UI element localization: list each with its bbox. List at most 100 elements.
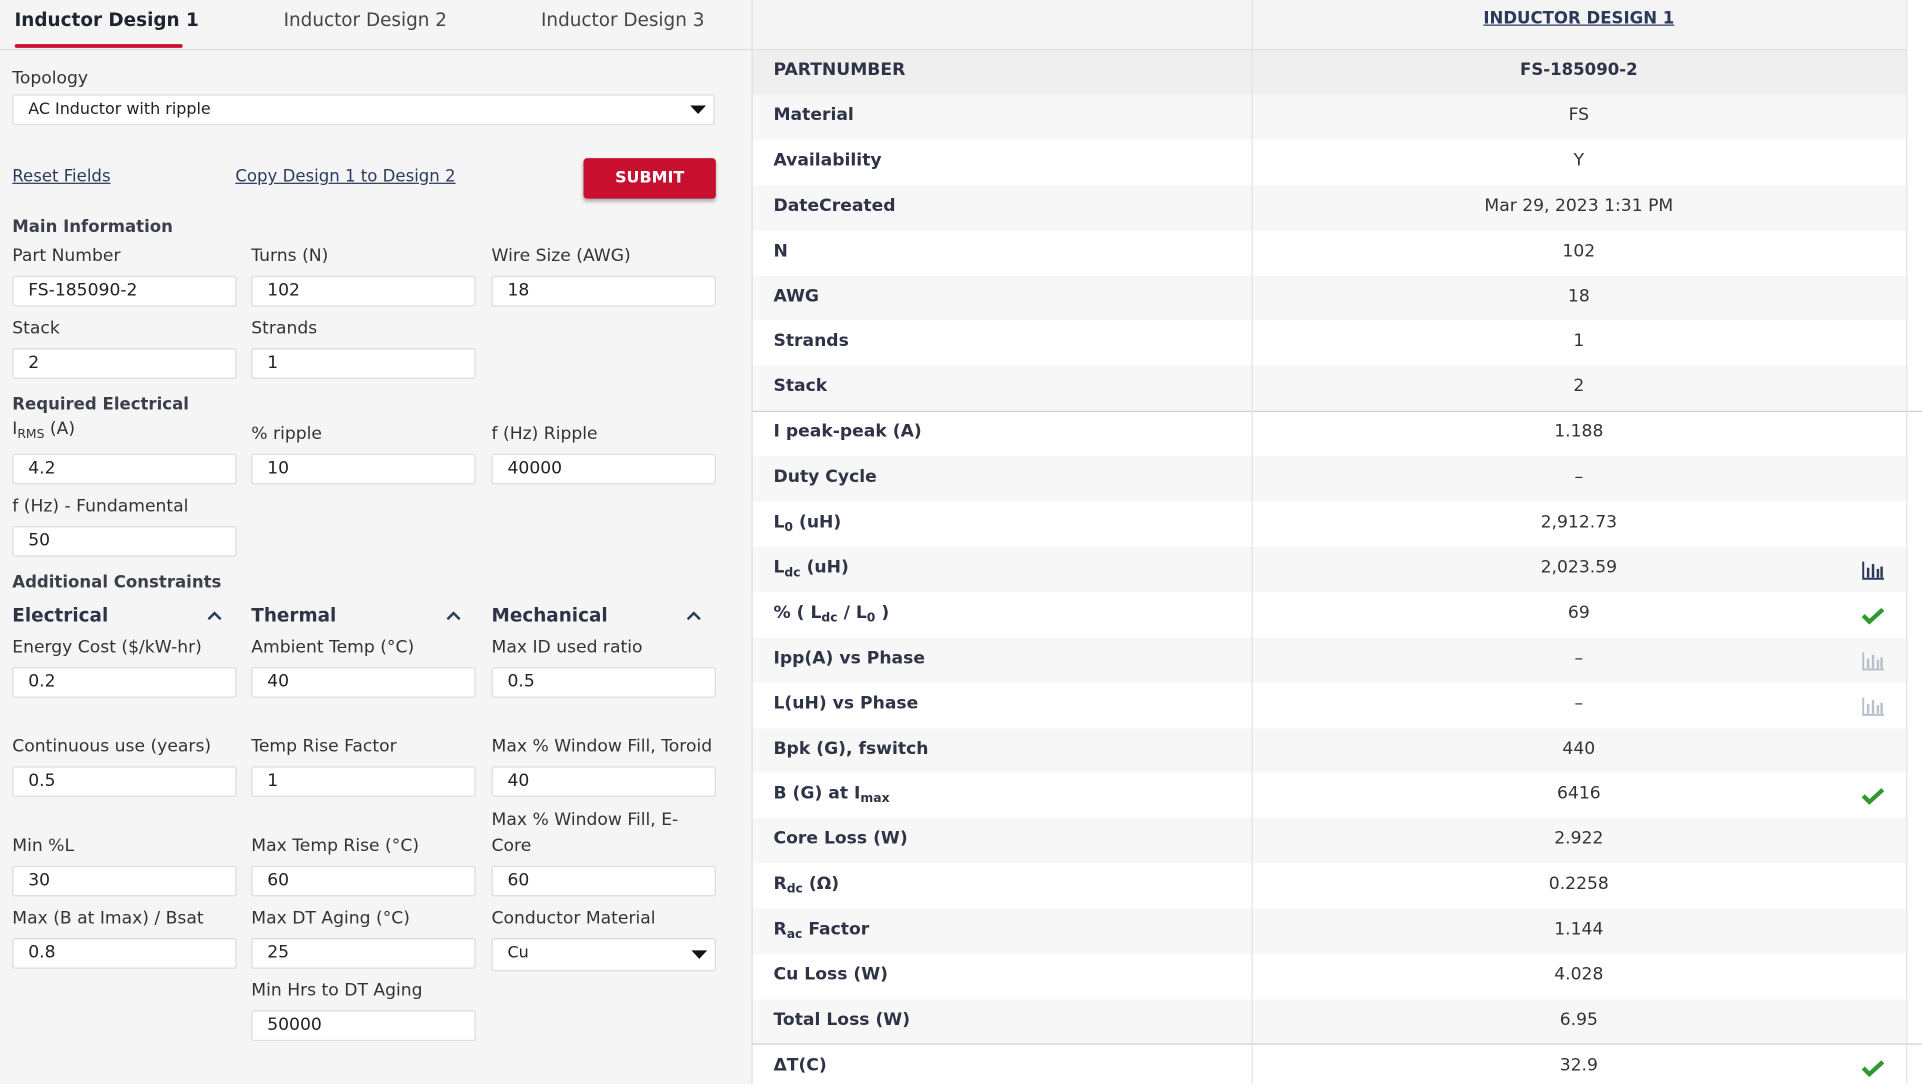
text-input[interactable]: 60 [251, 865, 476, 897]
row-label: Core Loss (W) [773, 829, 908, 849]
row-label: L0 (uH) [773, 513, 841, 535]
collapse-chevron[interactable] [206, 609, 223, 621]
column-divider [751, 0, 753, 1084]
label-part: Factor [802, 919, 870, 940]
field-label: Strands [251, 318, 318, 339]
row-value: 6416 [1556, 784, 1601, 804]
text-input[interactable]: FS-185090-2 [12, 275, 237, 307]
row-value: 2,912.73 [1540, 512, 1618, 533]
field: Max ID used ratio [492, 589, 716, 663]
field-label: Max % Window Fill, Toroid [491, 736, 713, 757]
text-input[interactable]: 102 [251, 275, 476, 307]
row-value: 2.922 [1554, 829, 1604, 849]
chart-icon[interactable] [1861, 560, 1886, 580]
table-row [751, 818, 1907, 864]
field: Temp Rise Factor [251, 688, 475, 762]
section-title: Required Electrical [12, 394, 189, 415]
subscript: RMS [17, 427, 45, 442]
row-value: – [1574, 467, 1584, 487]
row-value: 1 [1573, 331, 1585, 352]
row-value: 6.95 [1559, 1010, 1598, 1030]
table-row [751, 230, 1907, 276]
text-input[interactable]: 18 [491, 275, 716, 307]
text-input[interactable]: 40 [491, 766, 716, 798]
field: f (Hz) - Fundamental [12, 448, 236, 522]
table-row [751, 592, 1907, 638]
row-label: Duty Cycle [773, 467, 877, 487]
text-input[interactable]: 25 [251, 938, 476, 969]
text-input[interactable]: 4.2 [12, 453, 237, 485]
label-part: / L [837, 603, 867, 623]
label-part: B (G) at I [773, 784, 861, 804]
field-label: Max % Window Fill, E-Core [491, 810, 679, 856]
row-value: 1.188 [1554, 422, 1604, 442]
link[interactable]: Copy Design 1 to Design 2 [235, 166, 456, 187]
row-label: Strands [773, 331, 849, 352]
text-input[interactable]: 50000 [251, 1010, 476, 1042]
tab[interactable]: Inductor Design 2 [283, 8, 447, 31]
text-input[interactable]: 50 [12, 526, 237, 557]
subscript: 0 [784, 521, 794, 535]
text-input[interactable]: 40 [251, 667, 476, 698]
text-input[interactable]: 0.5 [12, 766, 237, 798]
field-label: Max Temp Rise (°C) [251, 836, 420, 856]
field-label: Continuous use (years) [12, 736, 212, 757]
text-input[interactable]: 2 [12, 348, 237, 379]
label-part: (Ω) [802, 874, 840, 895]
row-label: Rac Factor [773, 920, 869, 942]
field-label: Max DT Aging (°C) [251, 908, 410, 929]
field-label: f (Hz) Ripple [491, 424, 598, 444]
row-label: PARTNUMBER [773, 60, 906, 80]
label-part: (uH) [800, 557, 849, 578]
row-label: B (G) at Imax [773, 784, 889, 806]
field-label: Stack [12, 318, 60, 339]
row-value: 2,023.59 [1540, 557, 1618, 578]
row-label: Bpk (G), fswitch [773, 738, 929, 759]
field: IRMS (A) [12, 375, 236, 449]
row-value: 0.2258 [1548, 874, 1609, 895]
table-row [751, 456, 1907, 502]
section-title: Additional Constraints [12, 572, 222, 593]
tab[interactable]: Inductor Design 1 [14, 8, 199, 31]
select-input[interactable]: Cu [491, 938, 716, 972]
text-input[interactable]: 10 [251, 453, 476, 485]
text-input[interactable]: 60 [491, 865, 716, 897]
field-label: Conductor Material [491, 908, 656, 929]
field-label: Topology [12, 68, 89, 89]
link[interactable]: Reset Fields [12, 166, 111, 187]
text-input[interactable]: 1 [251, 766, 476, 798]
subscript: dc [786, 883, 803, 897]
text-input[interactable]: 30 [12, 865, 237, 897]
text-input[interactable]: 40000 [491, 453, 716, 485]
text-input[interactable]: 0.8 [12, 938, 237, 969]
text-input[interactable]: 1 [251, 348, 476, 379]
row-label: Stack [773, 376, 828, 397]
group-title: Thermal [251, 604, 337, 627]
text-input[interactable]: 0.5 [491, 667, 716, 698]
field: Wire Size (AWG) [492, 197, 716, 271]
field: Part Number [12, 197, 236, 271]
collapse-chevron[interactable] [685, 609, 702, 621]
row-label: Material [773, 105, 854, 125]
field-label: Max (B at Imax) / Bsat [12, 908, 204, 929]
dropdown-caret [690, 105, 707, 115]
text-input[interactable]: 0.2 [12, 667, 237, 698]
collapse-chevron[interactable] [445, 609, 462, 621]
column-divider [1906, 0, 1908, 1084]
label-part: % ( L [773, 603, 822, 623]
field-label: Wire Size (AWG) [491, 246, 631, 267]
field-label: Min Hrs to DT Aging [251, 980, 423, 1001]
topology-select[interactable]: AC Inductor with ripple [12, 94, 715, 126]
table-row [751, 908, 1907, 954]
submit-button[interactable]: SUBMIT [583, 158, 716, 199]
row-value: – [1574, 648, 1584, 668]
field: Max Temp Rise (°C) [251, 787, 475, 861]
field: Stack [12, 270, 236, 344]
table-row [751, 863, 1907, 909]
subscript: max [860, 792, 890, 807]
tab[interactable]: Inductor Design 3 [540, 8, 705, 31]
group-divider [751, 1043, 1922, 1046]
results-header[interactable]: INDUCTOR DESIGN 1 [1483, 8, 1675, 29]
row-label: Total Loss (W) [773, 1010, 911, 1030]
